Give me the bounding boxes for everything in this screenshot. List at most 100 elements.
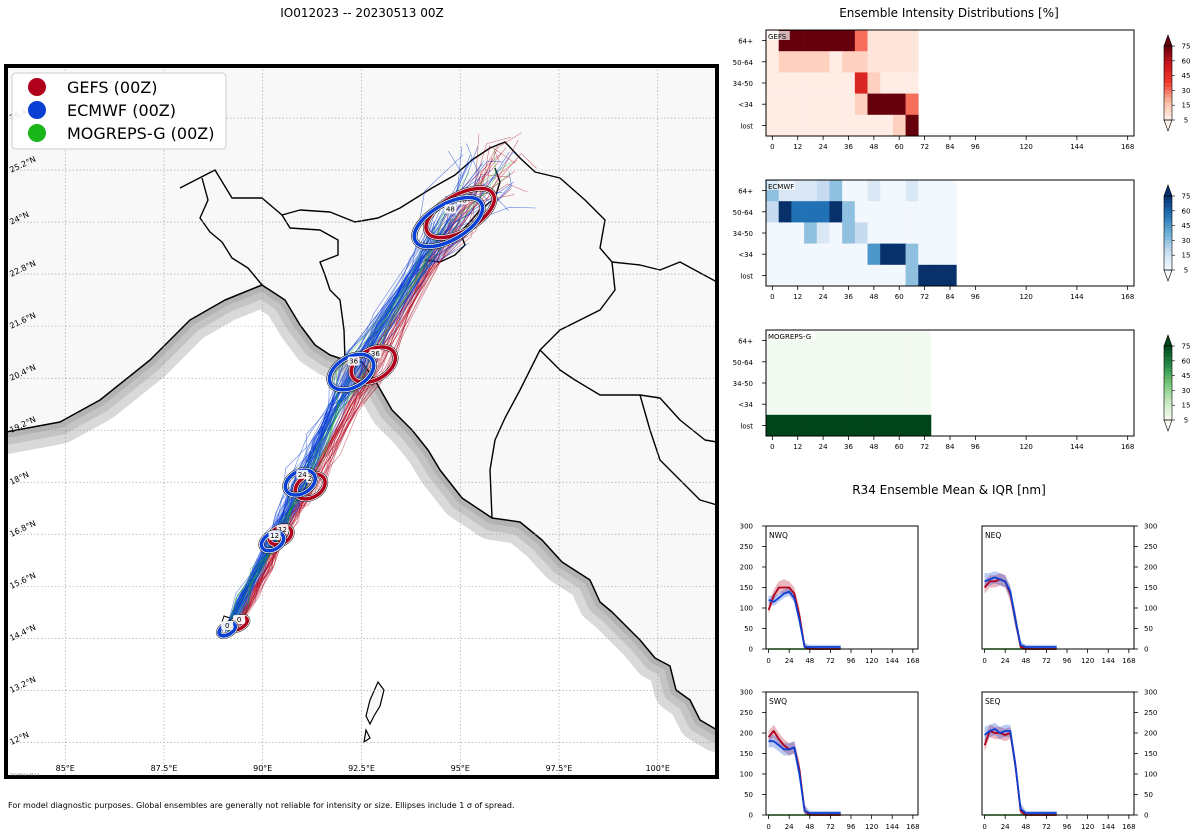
heatmap-panel-label-bg (767, 331, 816, 340)
r34-y-tick-label: 100 (740, 605, 753, 613)
heatmap-cell (829, 372, 843, 394)
country-borders (179, 141, 717, 519)
r34-x-tick-label: 0 (766, 657, 770, 665)
gefs-hour-label-text: 12 (278, 526, 287, 534)
heatmap-cell (791, 114, 805, 137)
heatmap-cell (905, 330, 919, 352)
heatmap-cell (842, 330, 856, 352)
r34-y-tick-label: 300 (740, 689, 753, 697)
colorbar-segment (1164, 262, 1172, 267)
heatmap-cell (816, 414, 830, 437)
heatmap-cell (943, 264, 957, 287)
colorbar-segment (1164, 112, 1172, 117)
heatmap-cell (842, 393, 856, 416)
heatmap-cell (778, 351, 792, 373)
heatmap-cell (816, 222, 830, 244)
heatmap-cell (867, 393, 881, 416)
colorbar-min-arrow (1163, 419, 1173, 432)
heatmap-x-tick-label: 120 (1019, 293, 1032, 301)
heatmap-cell (778, 93, 792, 116)
heatmap-x-tick-label: 36 (844, 143, 853, 151)
heatmap-cell (816, 201, 830, 223)
colorbar-segment (1164, 105, 1172, 110)
heatmap-x-tick-label: 0 (770, 443, 774, 451)
heatmap-cell (804, 372, 818, 394)
r34-y-tick-label: 250 (1144, 543, 1157, 551)
heatmap-cell (816, 93, 830, 116)
colorbar-segment (1164, 353, 1172, 358)
heatmap-cell (918, 414, 932, 437)
colorbar-tick-label: 30 (1182, 87, 1191, 95)
colorbar-min-arrow (1163, 269, 1173, 282)
ecmwf-ellipse (282, 467, 319, 499)
heatmap-cell (892, 114, 906, 137)
heatmap-cell (918, 351, 932, 373)
heatmap-cell (766, 51, 779, 73)
heatmap-cell (804, 351, 818, 373)
heatmap-cell (854, 51, 868, 73)
heatmap-cell (766, 351, 779, 373)
heatmap-cell (943, 243, 957, 266)
colorbar-segment (1164, 214, 1172, 219)
heatmap-cell (854, 72, 868, 94)
heatmap-cell (867, 180, 881, 202)
heatmap-cell (905, 114, 919, 137)
colorbar-tick-label: 5 (1184, 117, 1188, 125)
heatmap-x-tick-label: 24 (819, 293, 828, 301)
colorbar-tick-label: 60 (1182, 207, 1191, 215)
heatmap-x-tick-label: 84 (946, 443, 955, 451)
heatmap-cell (816, 180, 830, 202)
heatmap-cell (766, 72, 779, 94)
heatmap-cell (918, 222, 932, 244)
heatmap-cell (829, 330, 843, 352)
colorbar-segment (1164, 247, 1172, 252)
colorbar-segment (1164, 386, 1172, 391)
r34-ecmwf-mean-line (768, 590, 841, 648)
heatmap-cell (842, 222, 856, 244)
r34-x-tick-label: 120 (1081, 657, 1094, 665)
ecmwf-hour-label-box (347, 356, 360, 366)
r34-x-tick-label: 24 (1001, 823, 1010, 831)
heatmap-row-label: lost (740, 422, 753, 430)
gefs-member-track (238, 194, 515, 623)
heatmap-cell (766, 243, 779, 266)
heatmap-cell (854, 180, 868, 202)
heatmap-row-label: <34 (738, 401, 753, 409)
colorbar-segment (1164, 390, 1172, 395)
ecmwf-hour-label-text: 24 (298, 471, 307, 479)
heatmap-cell (867, 30, 881, 52)
heatmap-x-tick-label: 60 (895, 143, 904, 151)
heatmap-cell (867, 330, 881, 352)
heatmap-cell (816, 72, 830, 94)
heatmap-cell (766, 372, 779, 394)
heatmap-cell (842, 30, 856, 52)
heatmap-cell (816, 351, 830, 373)
colorbar-tick-label: 75 (1182, 193, 1191, 201)
heatmap-cell (918, 330, 932, 352)
r34-y-tick-label: 0 (1144, 812, 1148, 820)
r34-x-tick-label: 48 (1021, 823, 1030, 831)
colorbar-segment (1164, 375, 1172, 380)
heatmap-cell (854, 93, 868, 116)
heatmap-cell (816, 114, 830, 137)
heatmap-x-tick-label: 168 (1121, 443, 1134, 451)
colorbar-segment (1164, 97, 1172, 102)
r34-y-tick-label: 150 (1144, 584, 1157, 592)
heatmap-cell (791, 30, 805, 52)
heatmap-cell (854, 351, 868, 373)
ecmwf-hour-label-box (221, 621, 234, 631)
colorbar-tick-label: 45 (1182, 222, 1191, 230)
heatmap-cell (854, 222, 868, 244)
heatmap-cell (791, 264, 805, 287)
lon-tick-label: 97.5°E (546, 764, 573, 773)
colorbar-segment (1164, 357, 1172, 362)
heatmap-x-tick-label: 24 (819, 443, 828, 451)
colorbar-frame (1163, 195, 1173, 271)
heatmap-cell (804, 114, 818, 137)
heatmap-cell (892, 243, 906, 266)
heatmap-x-tick-label: 36 (844, 293, 853, 301)
colorbar-frame (1163, 45, 1173, 121)
heatmap-panel-label-bg (767, 181, 795, 190)
ecmwf-hour-label: 48 (444, 204, 457, 214)
